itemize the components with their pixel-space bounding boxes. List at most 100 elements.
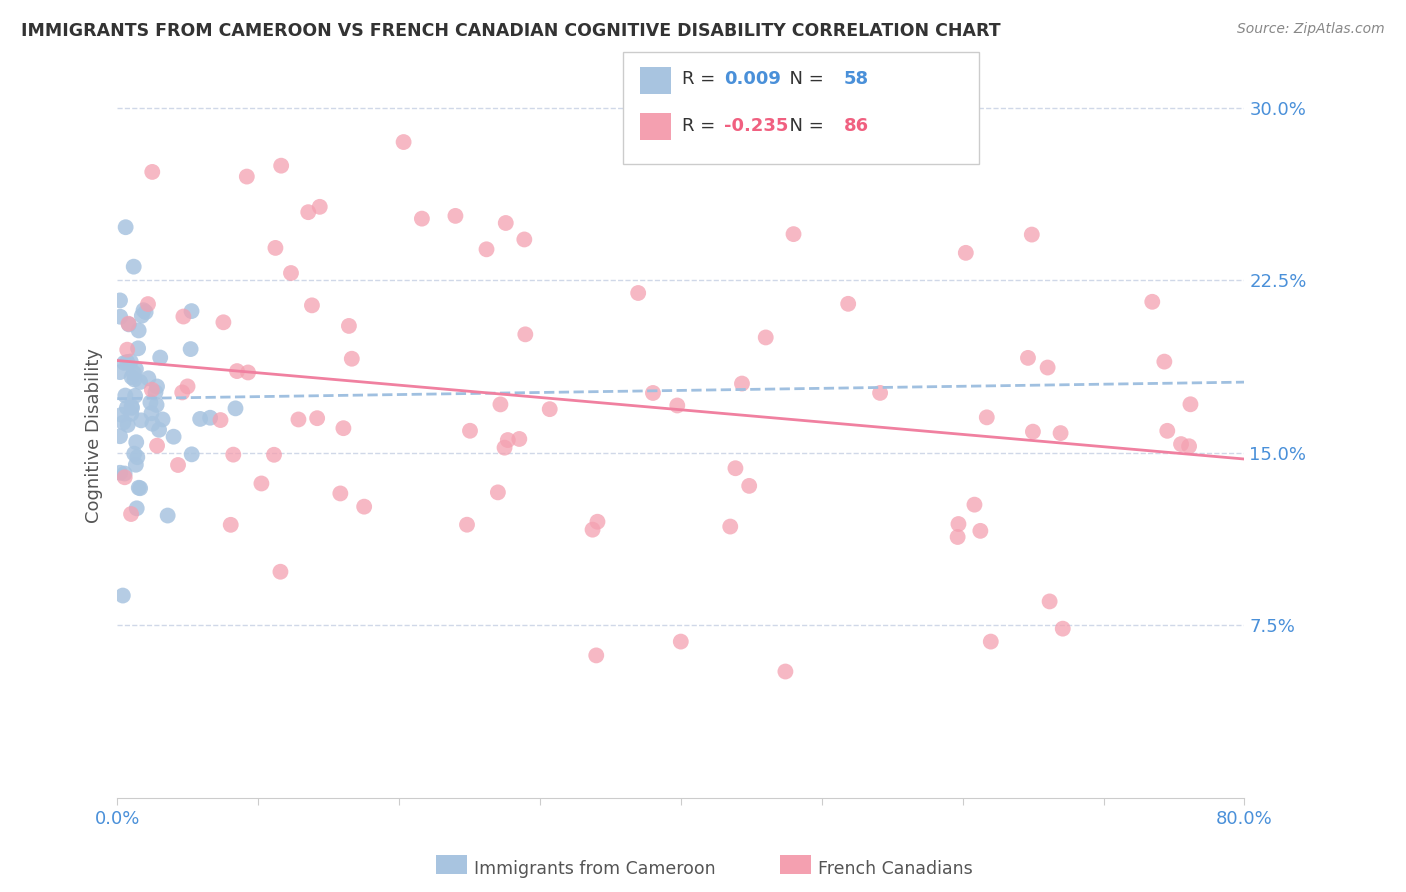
Point (145, 398, 167, 412)
Point (108, 466, 131, 480)
Point (666, 399, 689, 413)
Text: N =: N = (778, 117, 830, 135)
Point (129, 413, 152, 427)
Point (963, 498, 986, 512)
Point (489, 397, 512, 411)
Point (222, 448, 245, 462)
Point (718, 519, 741, 533)
Point (146, 379, 169, 393)
Point (955, 245, 977, 260)
Point (125, 501, 148, 516)
Point (124, 372, 146, 386)
Point (139, 395, 162, 409)
Point (146, 439, 169, 453)
Point (209, 413, 232, 427)
Point (172, 310, 194, 324)
Point (112, 416, 135, 430)
Text: R =: R = (682, 117, 721, 135)
Point (112, 356, 135, 370)
Point (115, 343, 138, 357)
Point (1156, 424, 1178, 438)
Text: French Canadians: French Canadians (818, 860, 973, 878)
Point (724, 461, 747, 475)
Point (475, 242, 498, 256)
Point (156, 508, 179, 523)
Point (120, 354, 142, 368)
Point (353, 500, 375, 514)
Point (976, 410, 998, 425)
Point (114, 470, 136, 484)
Point (108, 293, 131, 308)
Point (755, 330, 778, 344)
Point (627, 285, 650, 300)
Point (180, 447, 202, 461)
Point (586, 515, 609, 529)
Point (141, 165, 163, 179)
Point (250, 476, 273, 491)
Point (141, 383, 163, 397)
Point (120, 507, 142, 521)
Point (129, 481, 152, 495)
Point (280, 266, 302, 280)
Point (980, 634, 1002, 648)
Point (132, 303, 155, 318)
Point (392, 135, 415, 149)
Point (120, 407, 142, 421)
Point (149, 351, 172, 365)
Point (115, 401, 138, 415)
Point (1049, 426, 1071, 441)
Point (458, 424, 481, 438)
Point (270, 159, 292, 173)
Point (172, 385, 194, 400)
Point (118, 318, 141, 332)
Point (114, 388, 136, 402)
Point (495, 216, 517, 230)
Point (329, 486, 352, 500)
Point (121, 401, 143, 415)
Point (236, 366, 259, 380)
Point (125, 458, 148, 472)
Point (180, 304, 202, 318)
Point (869, 385, 891, 400)
Point (131, 309, 153, 323)
Point (162, 430, 184, 444)
Point (837, 297, 859, 311)
Point (111, 589, 134, 603)
Point (287, 412, 309, 426)
Point (513, 232, 536, 246)
Point (136, 297, 159, 311)
Point (128, 323, 150, 337)
Point (1178, 439, 1201, 453)
Point (135, 305, 157, 319)
Point (1180, 397, 1202, 411)
Point (340, 351, 363, 366)
Point (1039, 594, 1062, 608)
Point (108, 310, 131, 324)
Point (1052, 622, 1074, 636)
Y-axis label: Cognitive Disability: Cognitive Disability (86, 348, 103, 523)
Point (515, 327, 537, 342)
Point (1142, 294, 1164, 309)
Text: R =: R = (682, 70, 721, 88)
Point (145, 385, 167, 400)
Point (486, 485, 509, 500)
Point (122, 447, 145, 461)
Text: 58: 58 (844, 70, 869, 88)
Point (122, 366, 145, 380)
Point (1036, 360, 1059, 375)
Point (141, 417, 163, 431)
Point (236, 169, 259, 184)
Point (969, 524, 991, 538)
Text: 0.009: 0.009 (724, 70, 780, 88)
Point (125, 435, 148, 450)
Point (152, 412, 174, 426)
Text: IMMIGRANTS FROM CAMEROON VS FRENCH CANADIAN COGNITIVE DISABILITY CORRELATION CHA: IMMIGRANTS FROM CAMEROON VS FRENCH CANAD… (21, 22, 1001, 40)
Point (538, 402, 561, 417)
Point (224, 401, 246, 416)
Point (581, 523, 603, 537)
Point (946, 530, 969, 544)
Point (731, 376, 754, 391)
Point (1022, 425, 1045, 439)
Point (108, 429, 131, 443)
Point (496, 433, 519, 447)
